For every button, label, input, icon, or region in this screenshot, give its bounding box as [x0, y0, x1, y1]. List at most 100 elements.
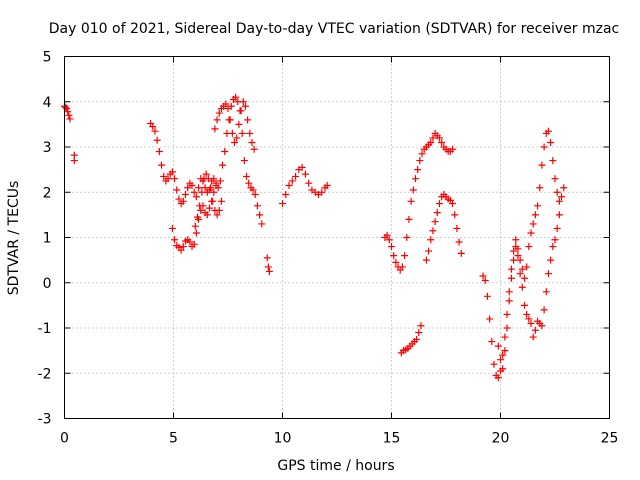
data-point — [540, 143, 548, 151]
data-point — [507, 265, 515, 273]
data-point — [549, 243, 557, 251]
data-point — [224, 105, 232, 113]
data-point — [179, 197, 187, 205]
data-point — [494, 342, 502, 350]
data-point — [190, 188, 198, 196]
data-series — [279, 163, 331, 208]
data-point — [390, 252, 398, 260]
data-point — [151, 127, 159, 135]
data-point — [196, 202, 204, 210]
data-point — [503, 324, 511, 332]
data-point — [217, 197, 225, 205]
data-point — [417, 322, 425, 330]
data-point — [305, 179, 313, 187]
data-point — [385, 236, 393, 244]
data-point — [318, 188, 326, 196]
chart-title: Day 010 of 2021, Sidereal Day-to-day VTE… — [49, 21, 619, 37]
data-point — [520, 301, 528, 309]
data-point — [531, 326, 539, 334]
data-point — [510, 256, 518, 264]
data-point — [160, 172, 168, 180]
data-series — [397, 322, 425, 357]
data-point — [238, 129, 246, 137]
data-point — [211, 125, 219, 133]
data-point — [171, 236, 179, 244]
data-point — [215, 109, 223, 117]
data-series — [381, 129, 457, 274]
data-point — [457, 249, 465, 257]
data-point — [177, 246, 185, 254]
data-point — [155, 148, 163, 156]
data-point — [529, 220, 537, 228]
data-point — [453, 224, 461, 232]
data-point — [501, 347, 509, 355]
data-point — [435, 134, 443, 142]
data-point — [512, 243, 520, 251]
data-point — [233, 134, 241, 142]
data-point — [192, 229, 200, 237]
data-point — [525, 243, 533, 251]
data-point — [237, 107, 245, 115]
data-point — [193, 213, 201, 221]
data-point — [413, 335, 421, 343]
tick-layer — [64, 56, 610, 419]
data-point — [549, 157, 557, 165]
data-point — [219, 161, 227, 169]
grid-layer — [64, 56, 610, 419]
data-point — [407, 197, 415, 205]
data-point — [490, 360, 498, 368]
data-point — [481, 276, 489, 284]
data-point — [190, 240, 198, 248]
x-tick-label: 5 — [169, 431, 178, 447]
x-tick-label: 25 — [601, 431, 619, 447]
data-point — [497, 356, 504, 364]
data-point — [213, 211, 221, 219]
y-tick-label: 1 — [43, 231, 52, 247]
data-point — [232, 93, 240, 101]
data-point — [525, 315, 533, 323]
data-series — [191, 170, 225, 230]
data-point — [555, 197, 563, 205]
data-series — [479, 127, 568, 382]
data-point — [250, 145, 258, 153]
data-point — [483, 292, 491, 300]
data-point — [215, 206, 223, 214]
data-point — [438, 138, 446, 146]
data-point — [392, 258, 400, 266]
data-point — [507, 274, 515, 282]
data-point — [551, 236, 559, 244]
data-point — [246, 129, 254, 137]
data-point — [455, 238, 463, 246]
data-point — [505, 297, 513, 305]
data-point — [214, 184, 222, 192]
data-point — [292, 172, 300, 180]
data-point — [216, 177, 224, 185]
tick-label-layer: 0 5 10 15 20 25 -3 -2 -1 0 1 2 3 4 5 — [38, 50, 619, 447]
data-point — [228, 129, 236, 137]
x-tick-label: 20 — [492, 431, 510, 447]
data-point — [527, 229, 535, 237]
data-point — [164, 175, 172, 183]
data-point — [62, 103, 70, 111]
data-point — [66, 115, 74, 123]
y-axis-label: SDTVAR / TECUs — [6, 181, 22, 296]
data-point — [212, 179, 220, 187]
data-point — [203, 211, 211, 219]
data-point — [249, 186, 257, 194]
data-point — [253, 202, 261, 210]
data-point — [221, 148, 229, 156]
data-point — [479, 272, 487, 280]
data-point — [244, 116, 252, 124]
data-point — [538, 161, 546, 169]
data-point — [251, 191, 259, 199]
data-series — [494, 211, 563, 373]
data-point — [531, 211, 539, 219]
data-point — [523, 263, 531, 271]
data-series — [263, 254, 273, 275]
y-tick-label: 0 — [43, 276, 52, 292]
data-point — [529, 333, 537, 341]
data-point — [433, 209, 441, 217]
data-point — [451, 211, 459, 219]
data-series — [61, 102, 74, 123]
data-point — [235, 120, 243, 128]
